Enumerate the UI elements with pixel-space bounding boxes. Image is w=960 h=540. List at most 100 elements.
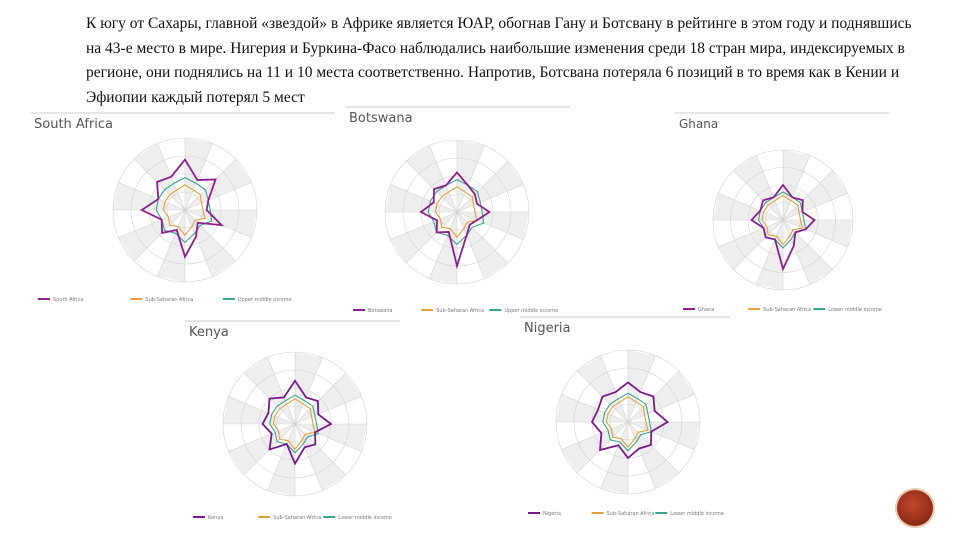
radar-spoke [561, 421, 629, 450]
radar-spoke [456, 160, 509, 213]
radar-sector [783, 220, 853, 247]
radar-spoke [627, 394, 695, 423]
legend-label: Sub-Saharan Africa [607, 511, 655, 517]
radar-spoke [576, 421, 629, 474]
radar-spoke [184, 143, 213, 211]
radar-spoke [733, 170, 784, 221]
radar-spoke [429, 145, 458, 213]
radar-spoke [600, 421, 629, 489]
radar-sector [457, 140, 485, 212]
radar-sector [457, 161, 524, 212]
radar-spoke [184, 182, 252, 211]
radar-line [434, 186, 478, 239]
radar-spoke [782, 219, 811, 285]
radar-spoke [733, 219, 784, 270]
legend-label: Upper middle income [238, 297, 292, 303]
radar-spoke [267, 423, 296, 491]
radar-spoke [294, 423, 347, 476]
radar-spoke [294, 396, 362, 425]
panel-title: Kenya [189, 325, 229, 340]
radar-spoke [118, 182, 186, 211]
radar-spoke [228, 396, 296, 425]
radar-spoke [456, 184, 524, 213]
radar-spoke [627, 421, 695, 450]
radar-spoke [782, 219, 833, 270]
legend-label: Sub-Saharan Africa [273, 515, 321, 521]
radar-sector [718, 220, 783, 270]
radar-sector [756, 220, 783, 290]
radar-sector [185, 138, 213, 210]
radar-line [139, 158, 224, 260]
radar-chart: Botswana Botswana Sub-Saharan Africa Upper … [345, 106, 570, 318]
radar-chart: Ghana Ghana Sub-Saharan Africa Lower middle… [675, 112, 890, 317]
radar-line [605, 396, 649, 449]
badge [897, 490, 933, 526]
radar-spoke [133, 158, 186, 211]
radar-spoke [755, 155, 784, 221]
radar-line [590, 381, 670, 460]
legend-label: Upper middle income [504, 308, 558, 314]
radar-line [427, 178, 485, 246]
legend-label: Lower middle income [670, 511, 724, 517]
radar-sector [228, 424, 295, 475]
radar-line [162, 184, 206, 237]
panel-title: Nigeria [524, 321, 571, 336]
radar-spoke [627, 421, 680, 474]
radar-spoke [755, 219, 784, 285]
radar-chart: Kenya Kenya Sub-Saharan Africa Lower middle… [185, 320, 400, 525]
radar-spoke [390, 211, 458, 240]
radar-spoke [627, 355, 656, 423]
radar-sector [295, 352, 323, 424]
radar-spoke [184, 209, 213, 277]
radar-chart: South Africa South Africa Sub-Saharan Afri… [30, 112, 335, 307]
radar-line [602, 392, 652, 452]
radar-spoke [118, 209, 186, 238]
radar-sector [118, 210, 185, 261]
radar-line [261, 379, 333, 466]
panel-title: Ghana [679, 117, 718, 131]
radar-sector [390, 212, 457, 263]
radar-sector [457, 212, 508, 279]
radar-spoke [718, 219, 784, 248]
legend-label: Ghana [698, 307, 714, 313]
radar-spoke [782, 192, 848, 221]
radar-sector [295, 424, 367, 452]
radar-sector [295, 373, 362, 424]
radar-spoke [294, 372, 347, 425]
radar-chart: Nigeria Nigeria Sub-Saharan Africa Lower mi… [520, 316, 730, 521]
radar-sector [457, 212, 529, 240]
radar-spoke [294, 357, 323, 425]
radar-spoke [600, 355, 629, 423]
radar-spoke [184, 158, 237, 211]
radar-line [761, 194, 804, 246]
paragraph: К югу от Сахары, главной «звездой» в Афр… [86, 15, 912, 106]
panel-title: South Africa [34, 117, 113, 132]
legend-label: South Africa [53, 297, 83, 303]
radar-sector [783, 150, 810, 220]
legend-label: Sub-Saharan Africa [436, 308, 484, 314]
radar-line [269, 394, 319, 454]
radar-spoke [718, 192, 784, 221]
legend-label: Kenya [208, 515, 223, 521]
radar-spoke [782, 219, 848, 248]
radar-line [750, 183, 816, 272]
panel-title: Botswana [349, 111, 413, 126]
radar-spoke [267, 357, 296, 425]
legend-label: Botswana [368, 308, 392, 314]
radar-sector [295, 424, 346, 491]
radar-spoke [294, 423, 323, 491]
radar-line [419, 171, 492, 270]
legend-label: Nigeria [543, 511, 561, 517]
radar-spoke [294, 423, 362, 452]
radar-sector [561, 422, 628, 473]
radar-spoke [456, 145, 485, 213]
radar-sector [600, 422, 628, 494]
radar-sector [157, 210, 185, 282]
radar-spoke [228, 423, 296, 452]
legend-label: Sub-Saharan Africa [763, 307, 811, 313]
radar-sector [223, 396, 295, 424]
radar-spoke [782, 170, 833, 221]
radar-spoke [133, 209, 186, 262]
radar-sector [628, 422, 679, 489]
